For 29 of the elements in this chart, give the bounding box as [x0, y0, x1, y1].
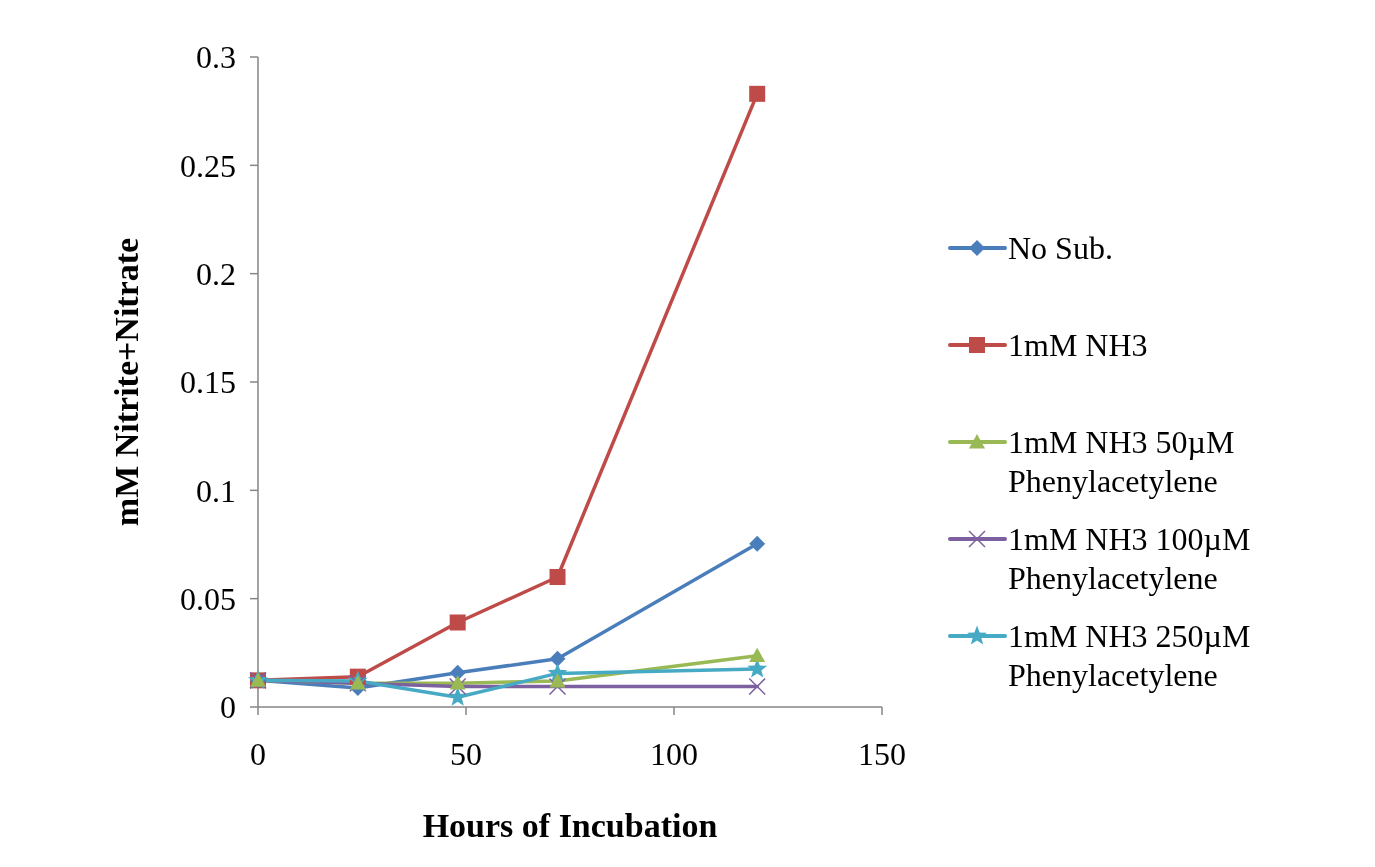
point	[448, 677, 467, 696]
x-tick-label: 150	[858, 736, 906, 772]
point	[549, 569, 566, 585]
point	[748, 677, 766, 696]
x-axis-title: Hours of Incubation	[422, 807, 718, 844]
point	[548, 677, 567, 696]
legend-label: 1mM NH3	[1008, 327, 1148, 364]
legend-label: 1mM NH3 250µM Phenylacetylene	[1008, 618, 1251, 693]
y-tick-label: 0.1	[196, 472, 236, 509]
point	[749, 85, 766, 102]
y-tick-label: 0.3	[196, 39, 236, 76]
x-tick-label: 100	[650, 736, 698, 772]
y-tick-label: 0	[220, 689, 236, 726]
point	[549, 673, 566, 688]
point	[749, 647, 766, 663]
point	[549, 650, 566, 667]
y-tick-label: 0.25	[180, 147, 236, 184]
legend-label: 1mM NH3 100µM Phenylacetylene	[1008, 521, 1251, 596]
y-axis-title: mM Nitrite+Nitrate	[108, 237, 145, 527]
x-tick-label: 50	[450, 736, 482, 772]
x-tick-label: 0	[250, 736, 266, 772]
legend-label: 1mM NH3 50µM Phenylacetylene	[1008, 424, 1235, 499]
y-tick-label: 0.05	[180, 580, 236, 617]
y-tick-label: 0.2	[196, 255, 236, 292]
legend-label: No Sub.	[1008, 230, 1113, 267]
point	[749, 535, 766, 552]
point	[449, 614, 466, 631]
point	[449, 675, 466, 690]
y-tick-label: 0.15	[180, 364, 236, 401]
